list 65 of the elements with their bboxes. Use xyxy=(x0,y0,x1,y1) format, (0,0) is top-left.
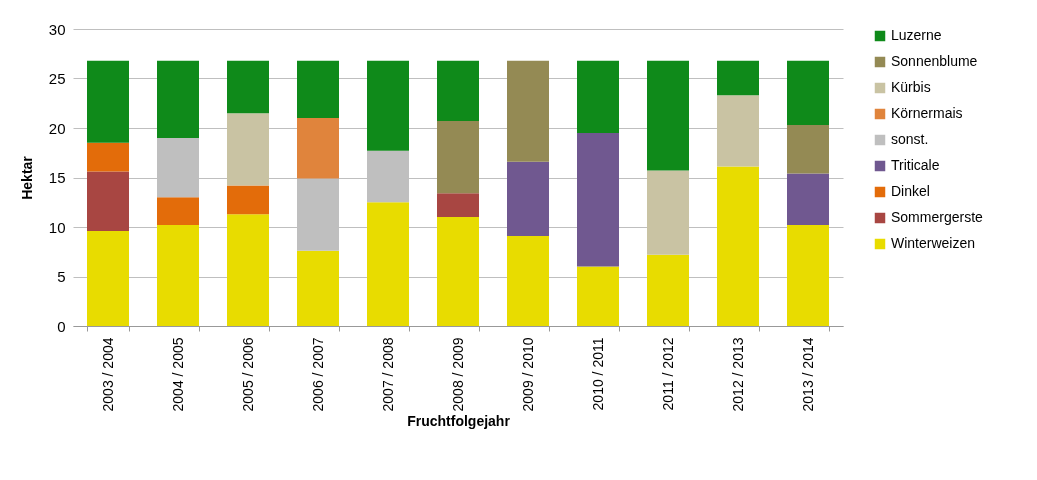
bar xyxy=(647,60,689,171)
bar xyxy=(227,185,269,215)
bar xyxy=(647,254,689,326)
bar xyxy=(437,121,479,194)
bar xyxy=(577,60,619,133)
bar xyxy=(717,166,759,326)
x-tick-label: 2006 / 2007 xyxy=(309,337,326,412)
y-axis-title: Hektar xyxy=(18,155,35,200)
bar xyxy=(367,202,409,326)
bar xyxy=(157,60,199,138)
bar xyxy=(157,197,199,226)
bar xyxy=(227,214,269,326)
bar xyxy=(787,125,829,174)
bar xyxy=(87,171,129,231)
bar xyxy=(87,230,129,326)
bar xyxy=(787,173,829,226)
y-tick-label: 30 xyxy=(48,20,66,38)
legend-label: Sommergerste xyxy=(891,209,984,225)
x-tick-label: 2012 / 2013 xyxy=(729,337,746,412)
legend-label: Dinkel xyxy=(891,183,930,199)
bar xyxy=(367,60,409,151)
legend-label: Kürbis xyxy=(891,79,931,95)
y-tick-label: 15 xyxy=(48,169,66,186)
bar xyxy=(437,217,479,326)
bar xyxy=(577,132,619,267)
bar xyxy=(507,235,549,326)
bar xyxy=(297,118,339,179)
bar xyxy=(787,225,829,326)
bar xyxy=(647,170,689,255)
bar xyxy=(87,60,129,143)
bar xyxy=(157,225,199,326)
y-tick-label: 0 xyxy=(57,317,66,335)
legend-label: Triticale xyxy=(891,157,940,173)
x-axis-title: Fruchtfolgejahr xyxy=(407,413,511,430)
bar xyxy=(717,95,759,167)
y-tick-label: 5 xyxy=(57,268,66,285)
bar xyxy=(297,60,339,119)
bar xyxy=(717,60,759,96)
bar xyxy=(227,60,269,114)
x-tick-label: 2013 / 2014 xyxy=(799,337,816,412)
x-tick-label: 2003 / 2004 xyxy=(99,337,116,412)
bar xyxy=(297,250,339,326)
x-tick-label: 2011 / 2012 xyxy=(659,337,676,411)
y-tick-label: 25 xyxy=(48,70,66,87)
x-tick-label: 2009 / 2010 xyxy=(519,337,536,412)
bar xyxy=(507,60,549,162)
bar xyxy=(437,60,479,122)
x-tick-label: 2005 / 2006 xyxy=(239,337,256,412)
bar xyxy=(437,193,479,218)
legend-label: Körnermais xyxy=(891,105,963,121)
bar xyxy=(787,60,829,126)
x-tick-label: 2008 / 2009 xyxy=(449,337,466,412)
x-tick-label: 2010 / 2011 xyxy=(589,337,606,411)
bar xyxy=(227,113,269,186)
bar xyxy=(577,266,619,326)
bar xyxy=(507,161,549,236)
legend-label: sonst. xyxy=(891,131,929,147)
x-tick-label: 2007 / 2008 xyxy=(379,337,396,412)
legend-label: Luzerne xyxy=(891,27,942,43)
legend-label: Winterweizen xyxy=(891,235,976,251)
y-tick-label: 20 xyxy=(48,119,66,137)
x-tick-label: 2004 / 2005 xyxy=(169,337,186,412)
bar xyxy=(87,142,129,172)
y-tick-label: 10 xyxy=(48,218,66,236)
legend-label: Sonnenblume xyxy=(891,53,978,69)
